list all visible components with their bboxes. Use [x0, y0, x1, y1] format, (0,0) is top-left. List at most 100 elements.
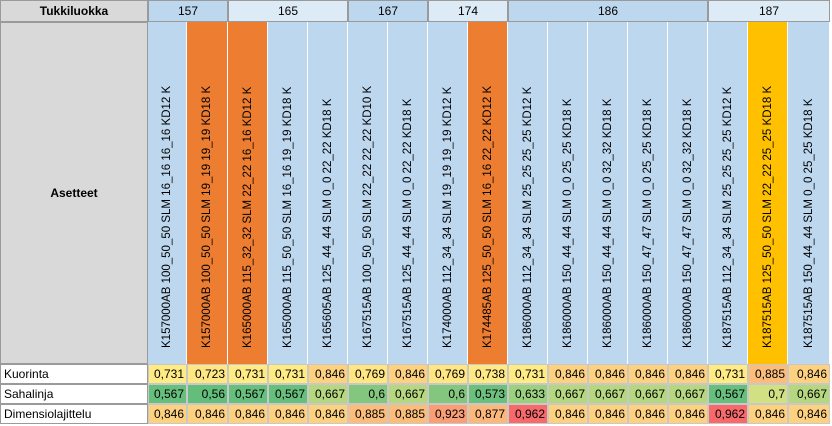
column-header-label: K187515AB 125_50_50 SLM 22_22 25_25 KD18… [761, 85, 774, 348]
column-header-label: K165605AB 125_44_44 SLM 0_0 22_22 KD18 K [321, 98, 334, 348]
value-cell[interactable]: 0,769 [348, 364, 388, 384]
value-cell[interactable]: 0,667 [548, 384, 588, 404]
settings-label-asetteet: Asetteet [0, 22, 148, 364]
column-header: K187515AB 125_50_50 SLM 22_22 25_25 KD18… [748, 22, 788, 364]
value-cell[interactable]: 0,846 [788, 364, 830, 384]
value-cell[interactable]: 0,567 [228, 384, 268, 404]
column-header: K167515AB 100_50_50 SLM 22_22 22_22 KD10… [348, 22, 388, 364]
value-cell[interactable]: 0,846 [668, 364, 708, 384]
group-header-label: 167 [377, 4, 399, 18]
value-cell[interactable]: 0,846 [588, 364, 628, 384]
column-header: K187515AB 150_44_44 SLM 0_0 25_25 KD18 K [788, 22, 830, 364]
value-cell[interactable]: 0,7 [748, 384, 788, 404]
value-cell[interactable]: 0,573 [468, 384, 508, 404]
column-header: K186000AB 150_47_47 SLM 0_0 25_25 KD18 K [628, 22, 668, 364]
value-cell[interactable]: 0,885 [748, 364, 788, 384]
column-header: K186000AB 150_44_44 SLM 0_0 25_25 KD18 K [548, 22, 588, 364]
value-cell[interactable]: 0,846 [308, 404, 348, 424]
column-header-label: K157000AB 100_50_50 SLM 16_16 16_16 KD12… [161, 85, 173, 348]
column-header-label: K174485AB 125_50_50 SLM 16_16 22_22 KD12… [481, 85, 494, 348]
value-cell[interactable]: 0,567 [268, 384, 308, 404]
column-header-label: K186000AB 112_34_34 SLM 25_25 25_25 KD12… [521, 86, 534, 348]
value-cell[interactable]: 0,846 [588, 404, 628, 424]
value-cell[interactable]: 0,731 [148, 364, 187, 384]
value-cell[interactable]: 0,846 [788, 404, 830, 424]
row-label: Kuorinta [0, 364, 148, 384]
column-header: K165000AB 115_32_32 SLM 22_22 16_16 KD12… [228, 22, 268, 364]
value-cell[interactable]: 0,667 [668, 384, 708, 404]
value-cell[interactable]: 0,667 [788, 384, 830, 404]
value-cell[interactable]: 0,846 [628, 404, 668, 424]
column-header: K187515AB 112_34_34 SLM 25_25 25_25 KD12… [708, 22, 748, 364]
column-header: K157000AB 100_50_50 SLM 19_19 19_19 KD18… [187, 22, 228, 364]
value-cell[interactable]: 0,731 [708, 364, 748, 384]
column-header-label: K174000AB 112_34_34 SLM 19_19 19_19 KD12… [441, 86, 454, 348]
value-cell[interactable]: 0,723 [187, 364, 228, 384]
value-cell[interactable]: 0,846 [548, 404, 588, 424]
group-header-label: 157 [177, 4, 199, 18]
value-cell[interactable]: 0,6 [348, 384, 388, 404]
column-header: K186000AB 150_47_47 SLM 0_0 32_32 KD18 K [668, 22, 708, 364]
value-cell[interactable]: 0,731 [508, 364, 548, 384]
column-header-label: K186000AB 150_47_47 SLM 0_0 25_25 KD18 K [641, 98, 654, 348]
value-cell[interactable]: 0,769 [428, 364, 468, 384]
group-header-label: 174 [457, 4, 479, 18]
group-header-165: 165 [228, 0, 348, 22]
group-header-label: 187 [758, 4, 780, 18]
value-cell[interactable]: 0,633 [508, 384, 548, 404]
column-header-label: K187515AB 112_34_34 SLM 25_25 25_25 KD12… [721, 86, 734, 348]
column-header: K167515AB 125_44_44 SLM 0_0 22_22 KD18 K [388, 22, 428, 364]
group-header-186: 186 [508, 0, 708, 22]
value-cell[interactable]: 0,738 [468, 364, 508, 384]
value-cell[interactable]: 0,6 [428, 384, 468, 404]
group-header-label: 186 [597, 4, 619, 18]
row-label: Dimensiolajittelu [0, 404, 148, 424]
value-cell[interactable]: 0,56 [187, 384, 228, 404]
value-cell[interactable]: 0,846 [748, 404, 788, 424]
group-header-label: 165 [277, 4, 299, 18]
value-cell[interactable]: 0,923 [428, 404, 468, 424]
column-header-label: K186000AB 150_47_47 SLM 0_0 32_32 KD18 K [681, 98, 694, 348]
value-cell[interactable]: 0,962 [708, 404, 748, 424]
column-header-label: K187515AB 150_44_44 SLM 0_0 25_25 KD18 K [802, 98, 815, 348]
value-cell[interactable]: 0,885 [348, 404, 388, 424]
value-cell[interactable]: 0,885 [388, 404, 428, 424]
column-header: K165605AB 125_44_44 SLM 0_0 22_22 KD18 K [308, 22, 348, 364]
value-cell[interactable]: 0,846 [388, 364, 428, 384]
value-cell[interactable]: 0,962 [508, 404, 548, 424]
group-header-174: 174 [428, 0, 508, 22]
column-header: K186000AB 150_44_44 SLM 0_0 32_32 KD18 K [588, 22, 628, 364]
value-cell[interactable]: 0,667 [628, 384, 668, 404]
value-cell[interactable]: 0,846 [148, 404, 187, 424]
value-cell[interactable]: 0,667 [388, 384, 428, 404]
column-header: K157000AB 100_50_50 SLM 16_16 16_16 KD12… [148, 22, 187, 364]
column-header: K186000AB 112_34_34 SLM 25_25 25_25 KD12… [508, 22, 548, 364]
value-cell[interactable]: 0,567 [708, 384, 748, 404]
value-cell[interactable]: 0,731 [268, 364, 308, 384]
value-cell[interactable]: 0,846 [268, 404, 308, 424]
value-cell[interactable]: 0,667 [308, 384, 348, 404]
column-header-label: K165000AB 115_50_50 SLM 16_16 19_19 KD18… [281, 86, 294, 348]
row-label: Sahalinja [0, 384, 148, 404]
value-cell[interactable]: 0,846 [548, 364, 588, 384]
column-header: K174000AB 112_34_34 SLM 19_19 19_19 KD12… [428, 22, 468, 364]
value-cell[interactable]: 0,846 [187, 404, 228, 424]
value-cell[interactable]: 0,846 [308, 364, 348, 384]
group-header-167: 167 [348, 0, 428, 22]
value-cell[interactable]: 0,846 [668, 404, 708, 424]
column-header-label: K167515AB 100_50_50 SLM 22_22 22_22 KD10… [361, 85, 374, 348]
value-cell[interactable]: 0,731 [228, 364, 268, 384]
value-cell[interactable]: 0,667 [588, 384, 628, 404]
group-header-157: 157 [148, 0, 228, 22]
value-cell[interactable]: 0,567 [148, 384, 187, 404]
header-label-text: Tukkiluokka [39, 4, 109, 18]
column-header-label: K165000AB 115_32_32 SLM 22_22 16_16 KD12… [241, 86, 254, 348]
value-cell[interactable]: 0,877 [468, 404, 508, 424]
column-header-label: K186000AB 150_44_44 SLM 0_0 32_32 KD18 K [601, 98, 614, 348]
column-header-label: K157000AB 100_50_50 SLM 19_19 19_19 KD18… [201, 85, 213, 348]
value-cell[interactable]: 0,846 [628, 364, 668, 384]
column-header: K174485AB 125_50_50 SLM 16_16 22_22 KD12… [468, 22, 508, 364]
value-cell[interactable]: 0,846 [228, 404, 268, 424]
column-header-label: K167515AB 125_44_44 SLM 0_0 22_22 KD18 K [401, 98, 414, 348]
